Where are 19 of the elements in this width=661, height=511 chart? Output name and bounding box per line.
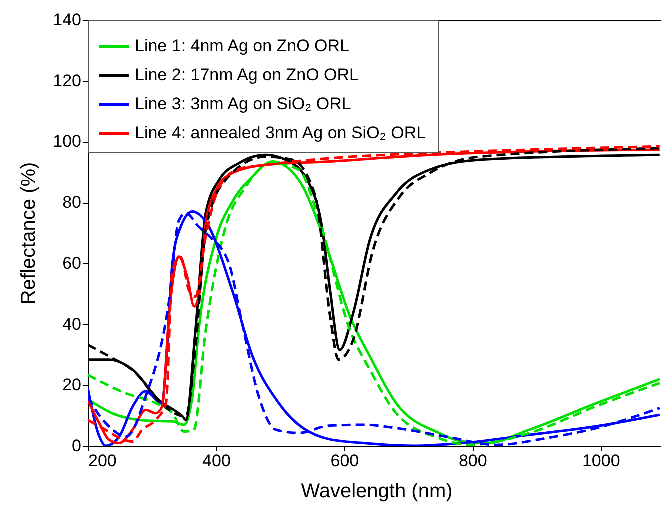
y-tick-label: 60 — [62, 254, 82, 273]
legend-label: Line 2: 17nm Ag on ZnO ORL — [135, 66, 359, 84]
x-tick-label: 200 — [88, 452, 117, 470]
x-tick-label: 1000 — [582, 452, 620, 470]
y-tick-label: 100 — [53, 132, 82, 152]
y-tick-label: 120 — [53, 71, 82, 90]
y-axis-title: Reflectance (%) — [18, 162, 40, 305]
legend-label: Line 4: annealed 3nm Ag on SiO₂ ORL — [135, 124, 426, 142]
x-tick-label: 400 — [202, 452, 231, 470]
y-tick-label: 140 — [53, 10, 82, 30]
y-tick-label: 0 — [72, 436, 82, 456]
x-tick-label: 600 — [330, 452, 360, 470]
y-tick-label: 80 — [62, 193, 82, 212]
y-tick-label: 20 — [62, 376, 82, 395]
x-tick-label: 800 — [458, 452, 488, 470]
x-axis-title: Wavelength (nm) — [301, 480, 453, 502]
legend-label: Line 3: 3nm Ag on SiO₂ ORL — [135, 94, 352, 114]
legend-label: Line 1: 4nm Ag on ZnO ORL — [135, 36, 350, 56]
y-tick-label: 40 — [62, 314, 82, 334]
